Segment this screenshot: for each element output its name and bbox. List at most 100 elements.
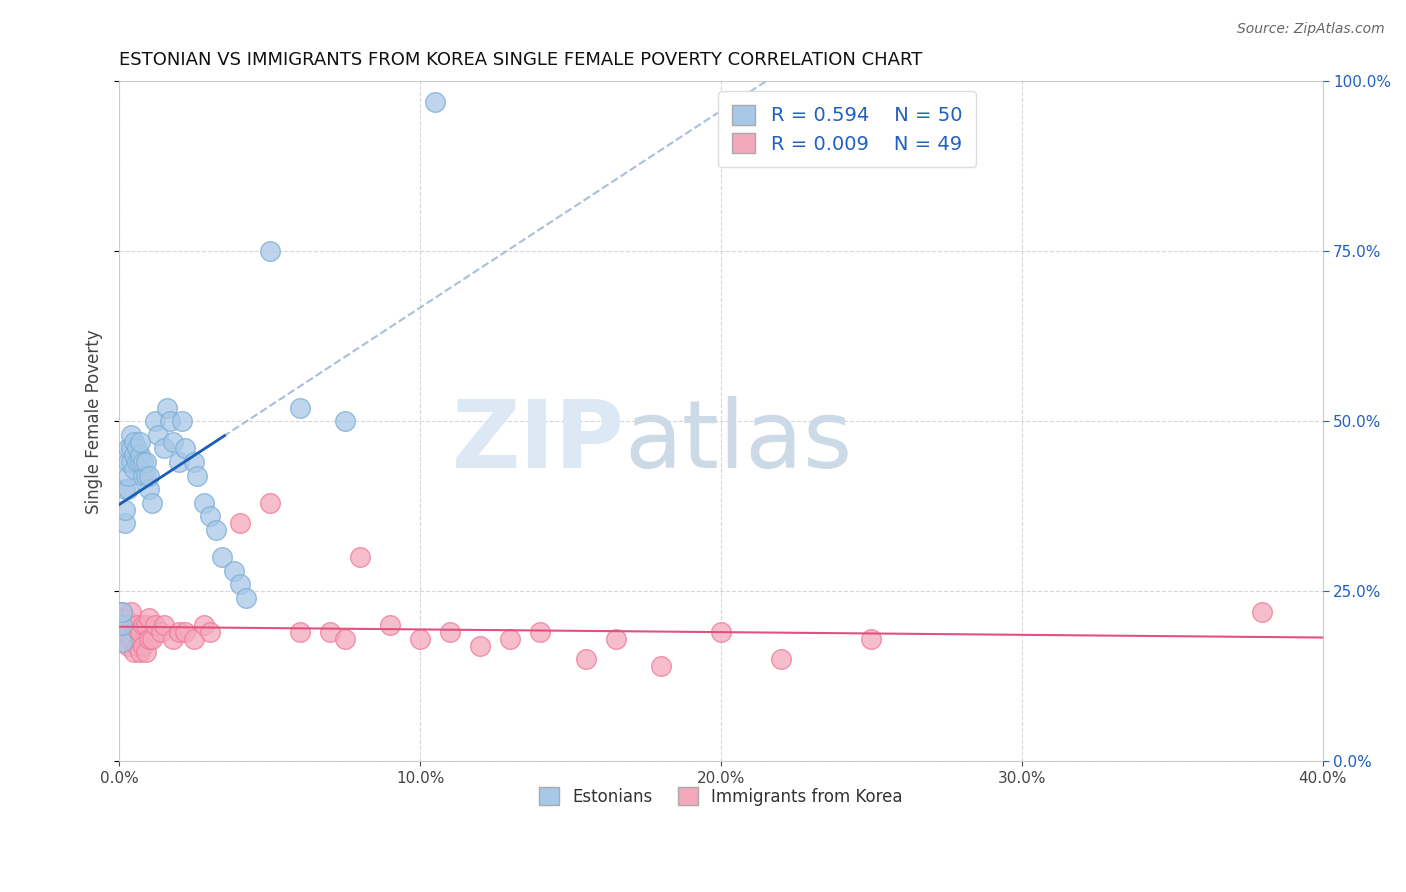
Point bbox=[124, 448, 146, 462]
Point bbox=[111, 618, 134, 632]
Point bbox=[120, 455, 142, 469]
Point bbox=[120, 427, 142, 442]
Point bbox=[228, 577, 250, 591]
Point bbox=[499, 632, 522, 646]
Point bbox=[1251, 605, 1274, 619]
Point bbox=[135, 645, 157, 659]
Point bbox=[129, 624, 152, 639]
Point bbox=[129, 448, 152, 462]
Point bbox=[117, 482, 139, 496]
Point bbox=[129, 645, 152, 659]
Point bbox=[288, 624, 311, 639]
Text: ZIP: ZIP bbox=[451, 396, 624, 488]
Point bbox=[172, 414, 194, 428]
Point bbox=[193, 618, 215, 632]
Point bbox=[193, 496, 215, 510]
Point bbox=[114, 482, 136, 496]
Text: ESTONIAN VS IMMIGRANTS FROM KOREA SINGLE FEMALE POVERTY CORRELATION CHART: ESTONIAN VS IMMIGRANTS FROM KOREA SINGLE… bbox=[120, 51, 922, 69]
Point bbox=[111, 624, 134, 639]
Point bbox=[124, 624, 146, 639]
Point bbox=[204, 523, 226, 537]
Point bbox=[198, 509, 221, 524]
Point bbox=[174, 442, 197, 456]
Point bbox=[439, 624, 461, 639]
Point bbox=[162, 632, 184, 646]
Point bbox=[148, 427, 170, 442]
Text: atlas: atlas bbox=[624, 396, 853, 488]
Point bbox=[132, 468, 155, 483]
Point bbox=[409, 632, 432, 646]
Point bbox=[770, 652, 793, 666]
Point bbox=[129, 455, 152, 469]
Point bbox=[288, 401, 311, 415]
Point bbox=[605, 632, 627, 646]
Point bbox=[132, 455, 155, 469]
Point bbox=[319, 624, 342, 639]
Point bbox=[235, 591, 257, 605]
Point bbox=[198, 624, 221, 639]
Point bbox=[117, 455, 139, 469]
Point bbox=[156, 401, 179, 415]
Point bbox=[159, 414, 181, 428]
Point bbox=[162, 434, 184, 449]
Point bbox=[150, 624, 173, 639]
Point bbox=[129, 434, 152, 449]
Point bbox=[574, 652, 596, 666]
Point bbox=[222, 564, 245, 578]
Point bbox=[141, 496, 163, 510]
Point bbox=[349, 550, 371, 565]
Point bbox=[153, 618, 176, 632]
Point bbox=[650, 659, 672, 673]
Point bbox=[111, 635, 134, 649]
Point bbox=[117, 442, 139, 456]
Point bbox=[111, 605, 134, 619]
Point bbox=[120, 605, 142, 619]
Point bbox=[138, 482, 160, 496]
Point bbox=[141, 632, 163, 646]
Y-axis label: Single Female Poverty: Single Female Poverty bbox=[86, 329, 103, 514]
Point bbox=[169, 455, 191, 469]
Point bbox=[333, 414, 356, 428]
Point bbox=[710, 624, 733, 639]
Point bbox=[117, 639, 139, 653]
Point bbox=[211, 550, 233, 565]
Point bbox=[135, 618, 157, 632]
Point bbox=[132, 639, 155, 653]
Point bbox=[127, 442, 149, 456]
Point bbox=[259, 496, 281, 510]
Point bbox=[228, 516, 250, 531]
Point bbox=[135, 455, 157, 469]
Text: Source: ZipAtlas.com: Source: ZipAtlas.com bbox=[1237, 22, 1385, 37]
Point bbox=[120, 632, 142, 646]
Point bbox=[132, 618, 155, 632]
Point bbox=[860, 632, 883, 646]
Point bbox=[117, 468, 139, 483]
Point bbox=[174, 624, 197, 639]
Point bbox=[127, 618, 149, 632]
Point bbox=[135, 468, 157, 483]
Point bbox=[145, 618, 167, 632]
Point bbox=[127, 455, 149, 469]
Point bbox=[114, 502, 136, 516]
Point bbox=[138, 611, 160, 625]
Point bbox=[378, 618, 401, 632]
Point bbox=[145, 414, 167, 428]
Point bbox=[470, 639, 492, 653]
Point bbox=[120, 442, 142, 456]
Point bbox=[117, 618, 139, 632]
Point bbox=[127, 639, 149, 653]
Point bbox=[186, 468, 208, 483]
Point bbox=[114, 632, 136, 646]
Point bbox=[138, 632, 160, 646]
Point bbox=[333, 632, 356, 646]
Point bbox=[423, 95, 446, 109]
Point bbox=[124, 434, 146, 449]
Point bbox=[124, 645, 146, 659]
Point bbox=[153, 442, 176, 456]
Point bbox=[183, 632, 205, 646]
Point bbox=[183, 455, 205, 469]
Point bbox=[259, 244, 281, 259]
Point bbox=[111, 605, 134, 619]
Point bbox=[169, 624, 191, 639]
Point bbox=[138, 468, 160, 483]
